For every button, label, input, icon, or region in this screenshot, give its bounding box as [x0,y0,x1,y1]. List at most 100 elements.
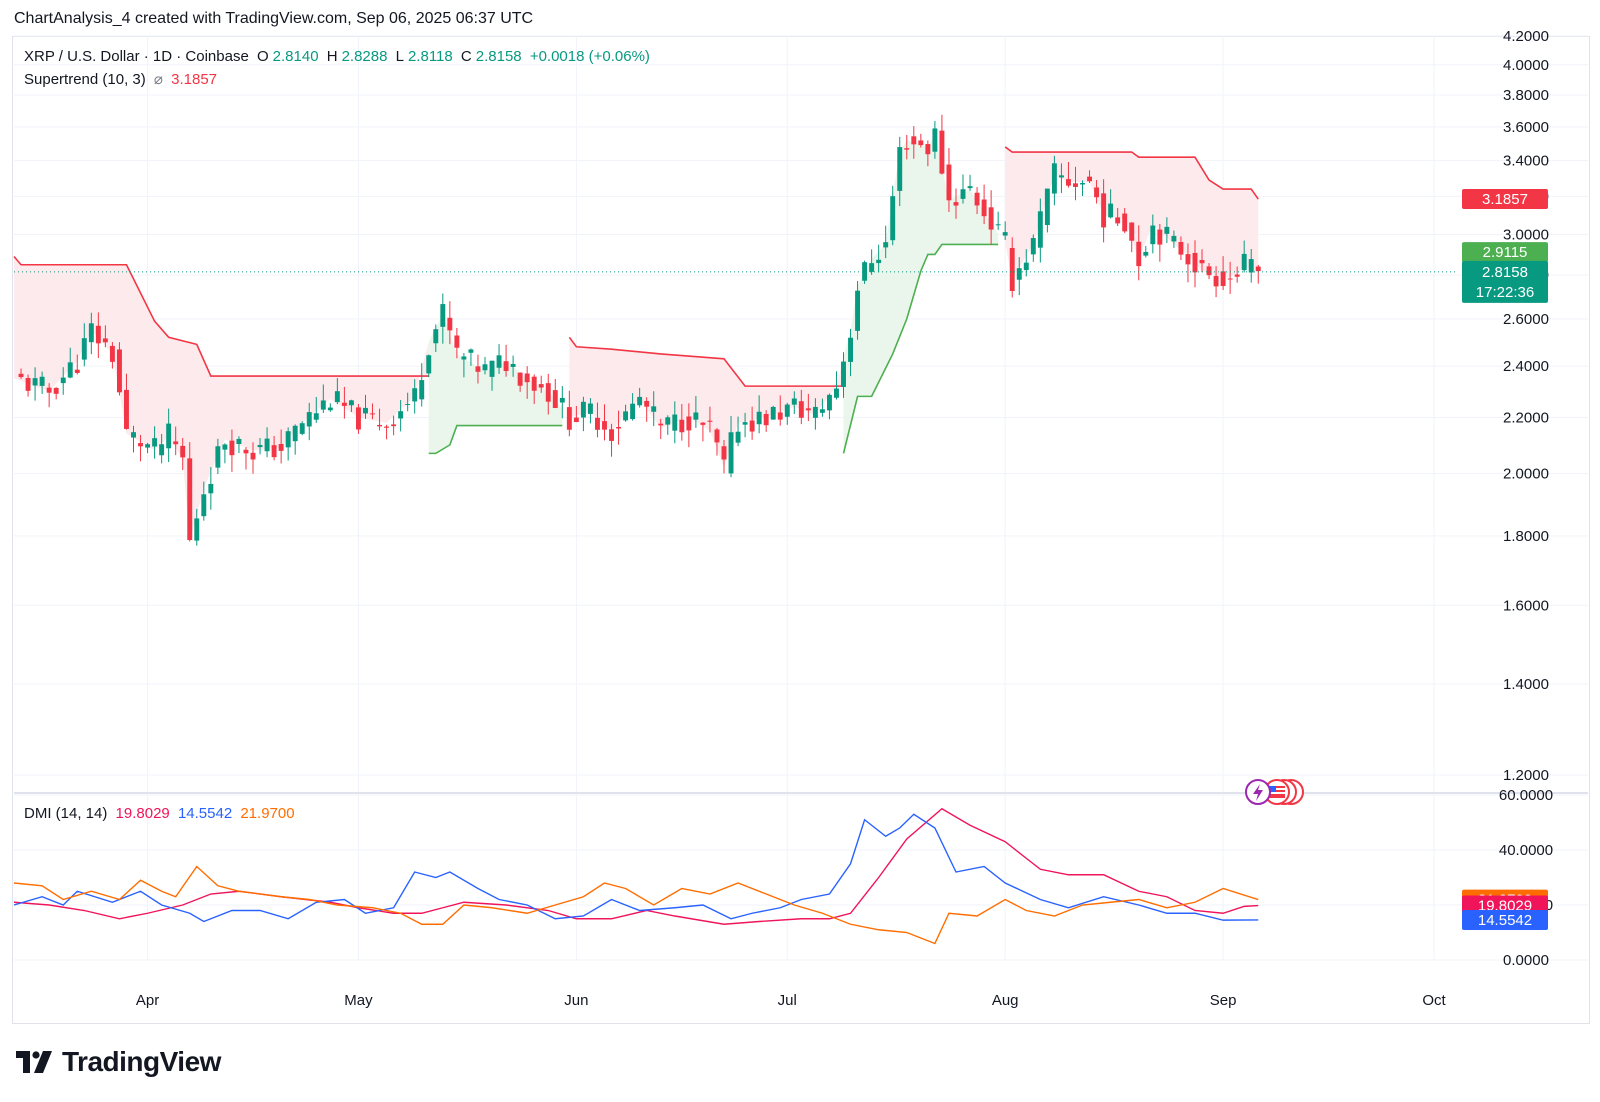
high-value: 2.8288 [341,48,388,65]
last-price-tag-bg [1462,260,1548,303]
candle [524,366,530,399]
candle [749,406,755,440]
candle [1016,257,1022,296]
candle [658,418,664,440]
candle [25,374,31,397]
candle [334,378,340,405]
candle [489,360,495,391]
candle [700,422,706,442]
candle [1136,225,1142,281]
candle [81,323,87,367]
dmi-line-di [13,813,1259,923]
candle [918,133,924,148]
candle [763,410,769,432]
candle [384,424,390,440]
candle [109,342,115,369]
brand[interactable]: TradingView [16,1046,221,1078]
candle [1129,222,1135,253]
candle [742,412,748,438]
candle [953,188,959,219]
eye-off-icon[interactable]: ⌀ [153,71,163,88]
change-value: +0.0018 (+0.06%) [529,48,650,65]
candle [320,384,326,414]
candle [974,187,980,215]
price-tick-label: 4.2000 [1503,28,1549,45]
us-flag-event-icon[interactable] [1264,779,1290,805]
candle [834,371,839,400]
event-markers[interactable] [1245,779,1304,805]
time-tick-label: Sep [1210,992,1237,1009]
candle [651,391,657,427]
candle [1213,266,1219,298]
candle [355,403,361,434]
time-tick-label: Apr [136,992,159,1009]
candle [46,383,52,408]
dmi-line-adx [13,807,1259,925]
symbol-legend: XRP / U.S. Dollar · 1D · Coinbase O 2.814… [24,48,654,65]
price-tick-label: 2.2000 [1503,409,1549,426]
supertrend-line-layer [13,146,1259,455]
candle [194,508,200,546]
candle [1051,155,1057,206]
candle [131,425,136,453]
dmi-legend[interactable]: DMI (14, 14) 19.8029 14.5542 21.9700 [24,805,299,822]
candle [348,399,354,412]
candle [306,402,312,441]
dmi-minus-di-value: 14.5542 [177,805,233,822]
candle [313,396,319,423]
candle [552,378,558,409]
time-tick-label: May [344,992,373,1009]
candle [904,134,910,160]
candle [398,400,404,432]
supertrend-down-fill-1 [569,337,844,468]
candle [988,190,994,245]
candle [693,396,699,428]
candle [967,174,973,191]
candle [95,312,101,358]
candle [630,393,636,421]
time-tick-label: Aug [992,992,1019,1009]
candle [981,184,987,225]
brand-name: TradingView [62,1046,221,1077]
candle [784,402,790,425]
dmi-line-di [13,865,1259,945]
candle [826,393,832,420]
candle [1108,189,1114,219]
candle [1002,221,1008,240]
candle [644,397,650,422]
candle [812,398,818,430]
candle [102,325,108,348]
candle [566,390,572,437]
price-tick-label: 2.6000 [1503,311,1549,328]
chart-caption: ChartAnalysis_4 created with TradingView… [14,10,534,27]
candle [215,438,221,475]
candle [791,391,797,414]
candle [841,352,846,398]
supertrend-legend[interactable]: Supertrend (10, 3) ⌀ 3.1857 [24,70,221,88]
candle [538,375,544,393]
candle [735,416,741,447]
close-label: C [460,48,472,65]
candle [798,389,804,425]
candle [770,405,776,420]
low-value: 2.8118 [407,48,453,65]
candle [419,363,425,407]
candle [496,344,502,374]
candle [595,402,600,438]
candle [341,386,347,419]
candle [1073,166,1078,201]
candle [180,438,186,471]
supertrend-up-line-0 [428,424,563,455]
candle [32,367,38,401]
candle [890,185,896,246]
candle [1037,198,1043,263]
candle [1122,208,1128,234]
open-label: O [256,48,269,65]
candle [1044,188,1050,233]
lightning-event-icon[interactable] [1245,779,1271,805]
candle [609,423,614,457]
candle [686,403,692,448]
candle [946,148,952,212]
dmi-tick-label: 60.0000 [1499,787,1553,804]
